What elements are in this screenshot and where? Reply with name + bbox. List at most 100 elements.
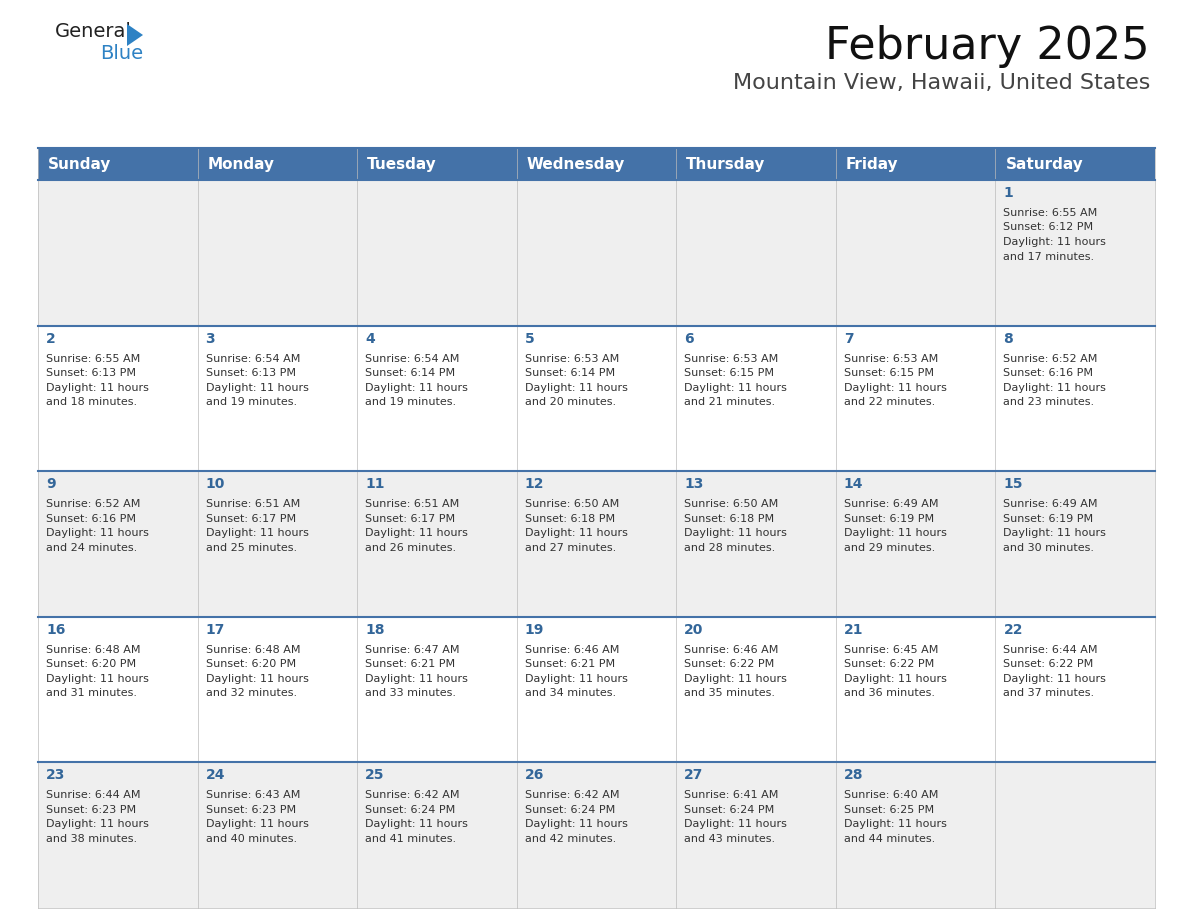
Text: 11: 11 xyxy=(365,477,385,491)
Text: Sunrise: 6:51 AM: Sunrise: 6:51 AM xyxy=(365,499,460,509)
Text: Sunrise: 6:55 AM: Sunrise: 6:55 AM xyxy=(1004,208,1098,218)
Text: and 41 minutes.: and 41 minutes. xyxy=(365,834,456,844)
Text: Daylight: 11 hours: Daylight: 11 hours xyxy=(525,383,627,393)
Bar xyxy=(38,148,197,180)
Text: Daylight: 11 hours: Daylight: 11 hours xyxy=(843,528,947,538)
Text: Sunrise: 6:51 AM: Sunrise: 6:51 AM xyxy=(206,499,299,509)
Text: 16: 16 xyxy=(46,622,65,637)
Bar xyxy=(836,617,996,763)
Text: 15: 15 xyxy=(1004,477,1023,491)
Text: Sunset: 6:23 PM: Sunset: 6:23 PM xyxy=(206,805,296,815)
Text: Daylight: 11 hours: Daylight: 11 hours xyxy=(206,383,309,393)
Text: Sunset: 6:24 PM: Sunset: 6:24 PM xyxy=(684,805,775,815)
Text: Sunrise: 6:52 AM: Sunrise: 6:52 AM xyxy=(46,499,140,509)
Text: General: General xyxy=(55,22,132,41)
Bar xyxy=(358,471,517,617)
Text: Wednesday: Wednesday xyxy=(526,156,625,172)
Text: Daylight: 11 hours: Daylight: 11 hours xyxy=(1004,237,1106,247)
Text: Sunrise: 6:43 AM: Sunrise: 6:43 AM xyxy=(206,790,299,800)
Text: 22: 22 xyxy=(1004,622,1023,637)
Bar xyxy=(197,326,358,471)
Text: Sunset: 6:13 PM: Sunset: 6:13 PM xyxy=(206,368,296,378)
Text: Sunset: 6:22 PM: Sunset: 6:22 PM xyxy=(843,659,934,669)
Text: and 19 minutes.: and 19 minutes. xyxy=(365,397,456,407)
Bar xyxy=(996,471,1155,617)
Text: Sunset: 6:24 PM: Sunset: 6:24 PM xyxy=(525,805,615,815)
Text: Sunrise: 6:53 AM: Sunrise: 6:53 AM xyxy=(525,353,619,364)
Text: and 21 minutes.: and 21 minutes. xyxy=(684,397,776,407)
Text: Sunrise: 6:54 AM: Sunrise: 6:54 AM xyxy=(365,353,460,364)
Text: Sunset: 6:22 PM: Sunset: 6:22 PM xyxy=(684,659,775,669)
Text: Sunset: 6:14 PM: Sunset: 6:14 PM xyxy=(525,368,615,378)
Bar xyxy=(358,180,517,326)
Text: Sunrise: 6:52 AM: Sunrise: 6:52 AM xyxy=(1004,353,1098,364)
Bar xyxy=(197,471,358,617)
Text: Sunset: 6:15 PM: Sunset: 6:15 PM xyxy=(843,368,934,378)
Polygon shape xyxy=(127,24,143,46)
Text: Sunrise: 6:44 AM: Sunrise: 6:44 AM xyxy=(46,790,140,800)
Text: 19: 19 xyxy=(525,622,544,637)
Text: Daylight: 11 hours: Daylight: 11 hours xyxy=(46,528,148,538)
Text: and 38 minutes.: and 38 minutes. xyxy=(46,834,137,844)
Bar xyxy=(996,180,1155,326)
Bar xyxy=(836,148,996,180)
Text: Sunrise: 6:55 AM: Sunrise: 6:55 AM xyxy=(46,353,140,364)
Text: and 27 minutes.: and 27 minutes. xyxy=(525,543,615,553)
Bar xyxy=(38,617,197,763)
Text: Tuesday: Tuesday xyxy=(367,156,437,172)
Bar xyxy=(517,326,676,471)
Text: 5: 5 xyxy=(525,331,535,345)
Text: Daylight: 11 hours: Daylight: 11 hours xyxy=(684,383,788,393)
Text: Sunrise: 6:42 AM: Sunrise: 6:42 AM xyxy=(365,790,460,800)
Text: and 35 minutes.: and 35 minutes. xyxy=(684,688,776,699)
Bar xyxy=(517,180,676,326)
Text: Sunrise: 6:46 AM: Sunrise: 6:46 AM xyxy=(684,644,778,655)
Bar xyxy=(676,148,836,180)
Bar xyxy=(676,763,836,908)
Text: and 37 minutes.: and 37 minutes. xyxy=(1004,688,1094,699)
Text: Sunday: Sunday xyxy=(48,156,112,172)
Bar xyxy=(197,180,358,326)
Bar xyxy=(996,763,1155,908)
Text: Daylight: 11 hours: Daylight: 11 hours xyxy=(684,528,788,538)
Text: 3: 3 xyxy=(206,331,215,345)
Text: 21: 21 xyxy=(843,622,864,637)
Text: 2: 2 xyxy=(46,331,56,345)
Text: Sunrise: 6:44 AM: Sunrise: 6:44 AM xyxy=(1004,644,1098,655)
Text: Monday: Monday xyxy=(208,156,274,172)
Text: Sunset: 6:17 PM: Sunset: 6:17 PM xyxy=(365,514,455,523)
Text: and 29 minutes.: and 29 minutes. xyxy=(843,543,935,553)
Bar xyxy=(358,326,517,471)
Bar xyxy=(996,148,1155,180)
Text: Daylight: 11 hours: Daylight: 11 hours xyxy=(843,674,947,684)
Text: Daylight: 11 hours: Daylight: 11 hours xyxy=(1004,674,1106,684)
Text: 6: 6 xyxy=(684,331,694,345)
Text: Sunrise: 6:47 AM: Sunrise: 6:47 AM xyxy=(365,644,460,655)
Text: Sunrise: 6:48 AM: Sunrise: 6:48 AM xyxy=(46,644,140,655)
Bar xyxy=(38,180,197,326)
Text: Sunrise: 6:53 AM: Sunrise: 6:53 AM xyxy=(843,353,939,364)
Text: Sunset: 6:18 PM: Sunset: 6:18 PM xyxy=(525,514,615,523)
Text: Daylight: 11 hours: Daylight: 11 hours xyxy=(843,383,947,393)
Bar xyxy=(676,180,836,326)
Text: Daylight: 11 hours: Daylight: 11 hours xyxy=(206,820,309,829)
Text: Sunrise: 6:50 AM: Sunrise: 6:50 AM xyxy=(525,499,619,509)
Text: and 26 minutes.: and 26 minutes. xyxy=(365,543,456,553)
Text: and 36 minutes.: and 36 minutes. xyxy=(843,688,935,699)
Text: 23: 23 xyxy=(46,768,65,782)
Text: Sunset: 6:19 PM: Sunset: 6:19 PM xyxy=(1004,514,1093,523)
Text: and 31 minutes.: and 31 minutes. xyxy=(46,688,137,699)
Bar xyxy=(38,326,197,471)
Text: Sunrise: 6:41 AM: Sunrise: 6:41 AM xyxy=(684,790,778,800)
Text: and 28 minutes.: and 28 minutes. xyxy=(684,543,776,553)
Text: Sunset: 6:14 PM: Sunset: 6:14 PM xyxy=(365,368,455,378)
Text: Sunrise: 6:42 AM: Sunrise: 6:42 AM xyxy=(525,790,619,800)
Text: Sunset: 6:17 PM: Sunset: 6:17 PM xyxy=(206,514,296,523)
Text: 14: 14 xyxy=(843,477,864,491)
Text: 27: 27 xyxy=(684,768,703,782)
Text: Blue: Blue xyxy=(100,44,143,63)
Text: and 19 minutes.: and 19 minutes. xyxy=(206,397,297,407)
Text: Sunset: 6:22 PM: Sunset: 6:22 PM xyxy=(1004,659,1094,669)
Text: and 32 minutes.: and 32 minutes. xyxy=(206,688,297,699)
Text: Sunrise: 6:46 AM: Sunrise: 6:46 AM xyxy=(525,644,619,655)
